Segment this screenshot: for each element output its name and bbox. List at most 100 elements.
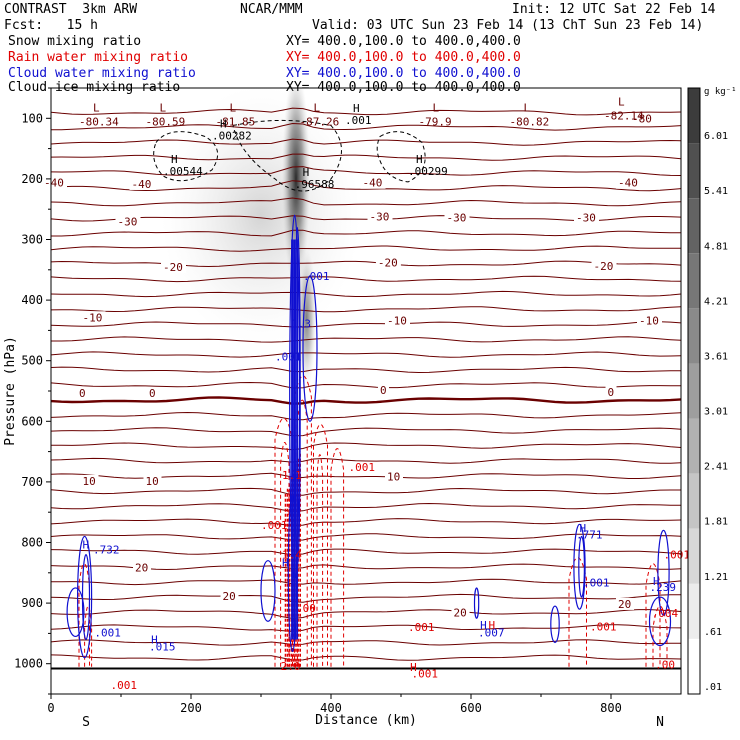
colorbar-label: 1.81 bbox=[704, 517, 728, 528]
temperature-label: -40 bbox=[360, 176, 386, 190]
temperature-label-bg bbox=[115, 215, 141, 228]
field-xy-rain: XY= 400.0,100.0 to 400.0,400.0 bbox=[286, 50, 521, 65]
y-tick-label: 1000 bbox=[14, 657, 43, 671]
temperature-label: -40 bbox=[129, 177, 155, 191]
y-tick-label: 700 bbox=[21, 475, 43, 489]
temperature-label-bg bbox=[637, 314, 662, 327]
isotherm-line bbox=[51, 518, 681, 527]
isotherm-line bbox=[51, 245, 681, 252]
rain-contour bbox=[330, 448, 345, 667]
colorbar: 6.01 5.41 4.81 4.21 3.61 3.01 2.41 1.81 1.21 .61.… bbox=[687, 87, 737, 695]
cloud-water-label: .001 bbox=[275, 351, 302, 364]
cloud-water-contours bbox=[66, 214, 672, 659]
isotherm-line bbox=[51, 366, 681, 374]
rain-water-label: .00 bbox=[296, 602, 316, 615]
isotherm-line bbox=[51, 624, 681, 632]
y-tick-label: 500 bbox=[21, 354, 43, 368]
temperature-label-text: 20 bbox=[618, 598, 631, 611]
y-tick-label: 400 bbox=[21, 293, 43, 307]
isotherm-line bbox=[51, 290, 681, 298]
temperature-label: 0 bbox=[378, 384, 389, 397]
temperature-label-text: -20 bbox=[594, 260, 614, 273]
low-value: -80.82 bbox=[510, 115, 550, 128]
colorbar-segment bbox=[688, 88, 700, 144]
cloud-water-contour bbox=[473, 587, 480, 619]
rain-water-label: 2.0 bbox=[281, 660, 301, 673]
temperature-label: 10 bbox=[385, 470, 403, 484]
x-tick-label: 200 bbox=[180, 701, 202, 715]
rain-contour bbox=[652, 605, 668, 667]
colorbar-label: 4.21 bbox=[704, 296, 728, 307]
isotherm-line bbox=[51, 153, 681, 161]
temperature-label-text: -40 bbox=[363, 177, 383, 190]
ice-high-marker: H bbox=[353, 102, 360, 115]
temperature-label-text: 0 bbox=[149, 387, 156, 400]
init-time: Init: 12 UTC Sat 22 Feb 14 bbox=[512, 2, 716, 17]
colorbar-label: 5.41 bbox=[704, 186, 728, 197]
isotherm-line bbox=[51, 381, 681, 389]
valid-time: Valid: 03 UTC Sun 23 Feb 14 (13 ChT Sun … bbox=[312, 18, 704, 33]
cloud-water-label: .001 bbox=[303, 270, 330, 283]
low-marker: L bbox=[433, 101, 440, 114]
temperature-label-bg bbox=[80, 311, 106, 324]
cloud-water-contour bbox=[302, 275, 318, 422]
isotherm-line bbox=[51, 260, 681, 268]
isotherm-line bbox=[51, 396, 681, 405]
cloud-water-label: .771 bbox=[576, 528, 603, 541]
rain-contour bbox=[280, 442, 290, 667]
x-tick-label: 800 bbox=[600, 701, 622, 715]
temperature-label: 10 bbox=[80, 474, 99, 488]
low-marker: L bbox=[93, 101, 100, 114]
cloud-water-label: .239 bbox=[650, 581, 677, 594]
isotherm-line bbox=[51, 306, 681, 313]
cloud-ice-contour bbox=[376, 131, 426, 183]
temperature-label: 20 bbox=[451, 606, 470, 619]
colorbar-label: 1.21 bbox=[704, 572, 728, 583]
temperature-label-text: -10 bbox=[387, 314, 407, 327]
temperature-label: 0 bbox=[77, 387, 88, 400]
model-title: CONTRAST 3km ARW bbox=[4, 2, 138, 17]
isotherm-line bbox=[51, 427, 681, 437]
temperature-label: -40 bbox=[42, 176, 67, 190]
low-marker: L bbox=[160, 101, 167, 114]
temperature-label: -10 bbox=[637, 314, 662, 327]
cloud-water-label: .007 bbox=[478, 626, 505, 639]
temperature-label: -30 bbox=[574, 211, 599, 224]
cloud-water-contour bbox=[550, 605, 560, 644]
temperature-label-text: 10 bbox=[83, 475, 96, 488]
temperature-label-text: 0 bbox=[380, 384, 387, 397]
isotherm-line bbox=[51, 548, 681, 556]
colorbar-unit: g kg⁻¹ bbox=[704, 87, 737, 97]
colorbar-label: 3.61 bbox=[704, 351, 728, 362]
temperature-label-bg bbox=[444, 211, 470, 224]
low-value: -87.26 bbox=[300, 115, 340, 128]
temperature-label: -40 bbox=[616, 176, 641, 190]
temperature-label-bg bbox=[161, 260, 186, 273]
low-marker: L bbox=[314, 101, 321, 114]
temperature-label-bg bbox=[360, 176, 386, 189]
isotherm-line bbox=[51, 138, 681, 146]
temperature-label-text: 10 bbox=[146, 475, 159, 488]
temperature-label-bg bbox=[80, 474, 99, 487]
isotherm-line bbox=[51, 180, 681, 192]
temperature-label: 0 bbox=[605, 385, 617, 399]
field-xy-cloud-water: XY= 400.0,100.0 to 400.0,400.0 bbox=[286, 66, 521, 81]
temperature-label-bg bbox=[451, 606, 470, 619]
y-tick-label: 600 bbox=[21, 414, 43, 428]
temperature-label: 0 bbox=[147, 387, 158, 400]
temperature-label-bg bbox=[77, 387, 88, 400]
cloud-water-label: .001 bbox=[94, 626, 121, 639]
temperature-label-bg bbox=[375, 256, 401, 269]
field-name-snow: Snow mixing ratio bbox=[8, 34, 142, 49]
rain-contour bbox=[645, 563, 661, 667]
cloud-high-marker: H bbox=[151, 634, 158, 647]
isotherm-line bbox=[51, 639, 681, 646]
x-axis-title: Distance (km) bbox=[315, 713, 417, 728]
temperature-label: -20 bbox=[591, 259, 617, 273]
colorbar-label: 2.41 bbox=[704, 462, 728, 473]
cloud-high-marker: H bbox=[480, 619, 487, 632]
isotherm-line bbox=[51, 321, 681, 328]
colorbar-segment bbox=[688, 473, 700, 529]
temperature-label: 20 bbox=[220, 590, 239, 603]
